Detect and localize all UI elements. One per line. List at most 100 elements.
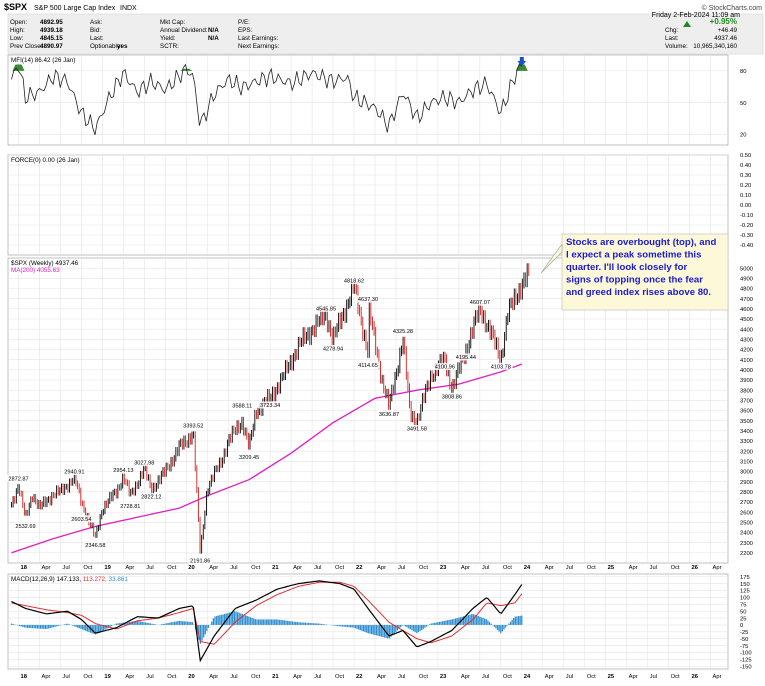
y-tick-label: 150 <box>740 582 750 588</box>
price-point-label: 2822.12 <box>141 495 161 501</box>
price-label-bg <box>111 466 136 474</box>
y-tick-label: 4300 <box>740 338 753 344</box>
quote-value: +46.49 <box>718 27 738 34</box>
price-point-label: 3027.98 <box>134 461 154 467</box>
quote-value: 4937.46 <box>714 35 737 42</box>
price-point-label: 4545.85 <box>316 306 336 312</box>
annotation-text: Stocks are overbought (top), and <box>566 237 716 248</box>
y-tick-label: 3500 <box>740 419 753 425</box>
annotation-text: signs of topping once the fear <box>566 275 703 286</box>
x-tick-label: Oct <box>167 565 176 571</box>
price-point-label: 4607.07 <box>470 300 490 306</box>
price-point-label: 4114.65 <box>358 363 378 369</box>
y-tick-label: 50 <box>740 101 746 107</box>
price-label-bg <box>314 304 338 312</box>
x-tick-label: 22 <box>356 565 362 571</box>
mfi-line <box>11 63 523 136</box>
price-label: $SPX (Weekly) 4937.46 <box>11 260 79 267</box>
x-tick-label: Apr <box>713 565 722 571</box>
y-tick-label: 3200 <box>740 449 753 455</box>
chart-subtitle: S&P 500 Large Cap Index <box>34 5 116 12</box>
price-label-bg <box>6 474 31 482</box>
stat-value: yes <box>117 43 128 50</box>
mfi-label: MFI(14) 86.42 (26 Jan) <box>11 57 75 64</box>
stat-label: Last Earnings: <box>238 35 279 42</box>
x-tick-label: 18 <box>20 565 27 571</box>
y-tick-label: 2900 <box>740 480 753 486</box>
stat-label: Low: <box>10 35 24 42</box>
x-tick-label: 19 <box>104 565 111 571</box>
x-tick-label: Apr <box>41 565 50 571</box>
y-tick-label: 3800 <box>740 388 753 394</box>
x-tick-label: 19 <box>104 674 111 680</box>
up-triangle-icon <box>683 21 691 27</box>
price-point-label: 4195.44 <box>456 355 476 361</box>
y-tick-label: -100 <box>740 651 752 657</box>
price-point-label: 2954.13 <box>113 468 133 474</box>
stat-label: Next Earnings: <box>238 43 280 50</box>
price-label-bg <box>83 541 108 549</box>
stat-value: 4845.15 <box>40 35 63 42</box>
y-tick-label: 3100 <box>740 460 753 466</box>
x-tick-label: 26 <box>692 565 699 571</box>
x-tick-label: 25 <box>608 565 615 571</box>
stat-label: Yield: <box>160 35 176 42</box>
macd-signal-value: 113.272, <box>83 576 109 583</box>
y-tick-label: 0 <box>740 623 743 629</box>
price-label-bg <box>13 522 38 530</box>
chart-exchange: INDX <box>120 5 137 12</box>
quote-value: 10,965,340,160 <box>693 43 737 50</box>
x-tick-label: 21 <box>272 565 279 571</box>
stat-value: 4939.18 <box>40 27 63 34</box>
quote-date: Friday 2-Feb-2024 11:09 am <box>652 12 740 19</box>
macd-label-value: MACD(12,26,9) 147.133, <box>11 576 83 583</box>
y-tick-label: 25 <box>740 616 746 622</box>
y-tick-label: -0.30 <box>740 233 753 239</box>
ma200-line <box>11 363 523 554</box>
y-tick-label: 4800 <box>740 287 753 293</box>
y-tick-label: 2600 <box>740 510 753 516</box>
annotation-text: quarter. I'll look closely for <box>566 262 687 273</box>
stat-label: Mkt Cap: <box>160 19 185 26</box>
x-tick-label: Oct <box>671 674 680 680</box>
y-tick-label: 3300 <box>740 439 753 445</box>
x-tick-label: Apr <box>461 565 470 571</box>
x-tick-label: Apr <box>293 565 302 571</box>
x-tick-label: Apr <box>125 565 134 571</box>
x-tick-label: Oct <box>167 674 176 680</box>
price-label-bg <box>440 392 464 400</box>
x-tick-label: Oct <box>83 674 92 680</box>
y-tick-label: 0.10 <box>740 193 751 199</box>
price-label-bg <box>433 363 457 371</box>
x-tick-label: 18 <box>20 674 27 680</box>
x-tick-label: Jul <box>230 565 237 571</box>
x-tick-label: Apr <box>209 674 218 680</box>
price-label-bg <box>132 459 157 467</box>
y-tick-label: 3900 <box>740 378 753 384</box>
y-tick-label: 125 <box>740 589 750 595</box>
price-point-label: 2532.69 <box>15 524 35 530</box>
stat-label: Bid: <box>90 27 101 34</box>
y-tick-label: 4400 <box>740 327 753 333</box>
price-point-label: 2346.58 <box>85 543 105 549</box>
x-tick-label: Apr <box>377 674 386 680</box>
price-point-label: 2728.81 <box>120 504 140 510</box>
price-point-label: 4325.28 <box>393 329 413 335</box>
price-label-bg <box>391 327 415 335</box>
y-tick-label: 2300 <box>740 541 753 547</box>
x-tick-label: Jul <box>314 565 321 571</box>
price-point-label: 4278.94 <box>323 346 343 352</box>
y-tick-label: 20 <box>740 133 746 139</box>
x-tick-label: Oct <box>419 565 428 571</box>
stat-label: EPS: <box>238 27 253 34</box>
price-label-bg <box>237 453 262 461</box>
x-tick-label: Oct <box>419 674 428 680</box>
x-tick-label: Oct <box>83 565 92 571</box>
x-tick-label: 26 <box>692 674 699 680</box>
x-tick-label: 24 <box>524 565 531 571</box>
x-tick-label: Apr <box>41 674 50 680</box>
copyright: © StockCharts.com <box>702 4 763 12</box>
price-label-bg <box>356 361 380 369</box>
x-tick-label: Jul <box>62 674 69 680</box>
price-label-bg <box>454 353 478 361</box>
